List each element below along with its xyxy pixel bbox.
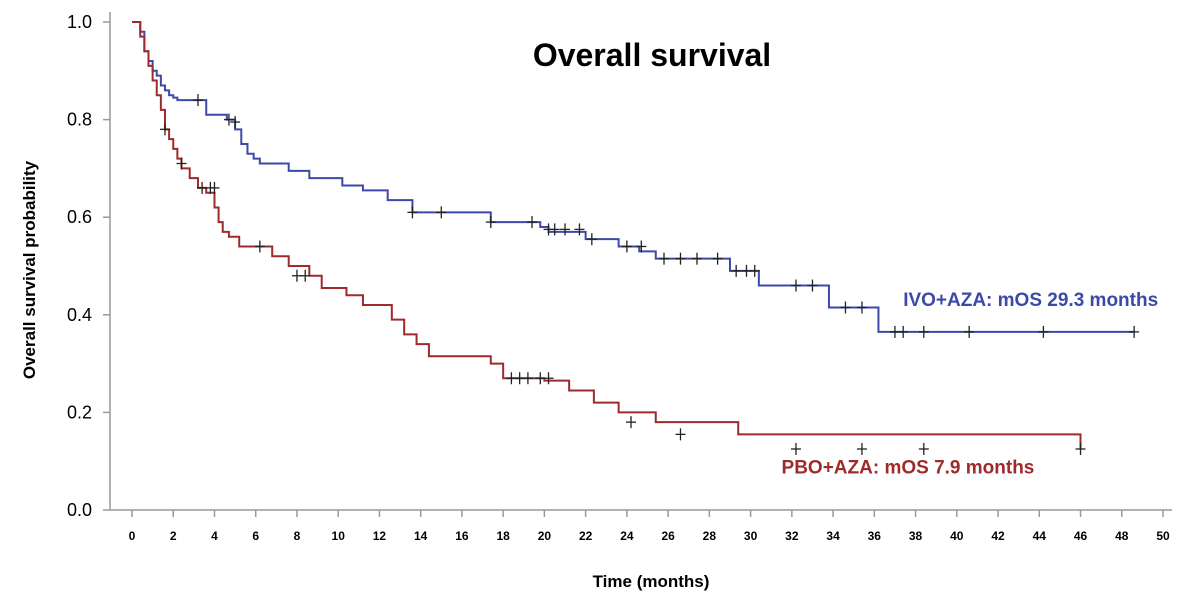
censor-mark (658, 252, 669, 265)
ivo-aza-annotation: IVO+AZA: mOS 29.3 months (903, 290, 1158, 311)
censor-mark (636, 240, 647, 253)
x-tick-label: 16 (455, 529, 469, 543)
x-ticks: 0 2 4 6 8 10 12 14 16 18 20 22 24 26 28 30 32 34 36 38 40 42 4… (129, 510, 1170, 543)
y-axis-label: Overall survival probability (20, 160, 39, 379)
x-tick-label: 18 (496, 529, 510, 543)
censor-mark (626, 416, 637, 429)
x-tick-label: 36 (868, 529, 882, 543)
x-tick-label: 12 (373, 529, 387, 543)
censor-mark (964, 325, 975, 338)
y-tick-label: 0.0 (67, 500, 92, 520)
censor-mark (485, 216, 496, 229)
censor-mark (549, 223, 560, 236)
x-tick-label: 6 (252, 529, 259, 543)
censor-mark (918, 325, 929, 338)
y-tick-label: 1.0 (67, 12, 92, 32)
survival-curves (132, 21, 1135, 449)
x-tick-label: 0 (129, 529, 136, 543)
censor-mark (790, 279, 801, 292)
censor-marks (159, 94, 1140, 455)
x-tick-label: 44 (1033, 529, 1047, 543)
censor-mark (856, 443, 867, 455)
censor-mark (898, 325, 909, 338)
censor-mark (560, 223, 571, 236)
censor-mark (436, 206, 447, 219)
censor-mark (1075, 443, 1086, 455)
y-tick-label: 0.6 (67, 207, 92, 227)
censor-mark (712, 252, 723, 265)
censor-mark (407, 206, 418, 219)
censor-mark (543, 372, 554, 385)
censor-mark (749, 264, 760, 277)
x-tick-label: 4 (211, 529, 218, 543)
censor-mark (223, 113, 234, 126)
censor-mark (856, 301, 867, 314)
x-tick-label: 40 (950, 529, 964, 543)
censor-mark (807, 279, 818, 292)
x-axis-label: Time (months) (593, 572, 710, 591)
x-tick-label: 50 (1156, 529, 1170, 543)
x-tick-label: 38 (909, 529, 923, 543)
chart-title: Overall survival (533, 37, 771, 73)
y-tick-label: 0.4 (67, 305, 92, 325)
x-tick-label: 2 (170, 529, 177, 543)
censor-mark (691, 252, 702, 265)
censor-mark (918, 443, 929, 455)
axes (109, 12, 1172, 511)
censor-mark (230, 116, 241, 129)
censor-mark (300, 269, 311, 282)
censor-mark (522, 372, 533, 385)
x-tick-label: 20 (538, 529, 552, 543)
x-tick-label: 42 (991, 529, 1005, 543)
censor-mark (586, 233, 597, 246)
censor-mark (254, 240, 265, 253)
censor-mark (731, 264, 742, 277)
series-line-1 (132, 21, 1082, 449)
x-tick-label: 10 (332, 529, 346, 543)
x-tick-label: 32 (785, 529, 799, 543)
x-tick-label: 22 (579, 529, 593, 543)
censor-mark (621, 240, 632, 253)
x-tick-label: 46 (1074, 529, 1088, 543)
x-tick-label: 8 (294, 529, 301, 543)
y-ticks: 0.0 0.2 0.4 0.6 0.8 1.0 (67, 12, 110, 520)
censor-mark (675, 252, 686, 265)
censor-mark (209, 181, 220, 194)
censor-mark (675, 428, 686, 441)
censor-mark (527, 216, 538, 229)
x-tick-label: 30 (744, 529, 758, 543)
censor-mark (159, 123, 170, 136)
x-tick-label: 14 (414, 529, 428, 543)
x-tick-label: 34 (826, 529, 840, 543)
censor-mark (1129, 325, 1140, 338)
pbo-aza-annotation: PBO+AZA: mOS 7.9 months (782, 457, 1035, 478)
x-tick-label: 24 (620, 529, 634, 543)
censor-mark (574, 223, 585, 236)
censor-mark (176, 157, 187, 170)
x-tick-label: 48 (1115, 529, 1129, 543)
censor-mark (840, 301, 851, 314)
y-tick-label: 0.8 (67, 110, 92, 130)
series-line-0 (132, 21, 1135, 333)
x-tick-label: 28 (703, 529, 717, 543)
censor-mark (790, 443, 801, 455)
censor-mark (192, 94, 203, 107)
y-tick-label: 0.2 (67, 402, 92, 422)
censor-mark (1038, 325, 1049, 338)
x-tick-label: 26 (661, 529, 675, 543)
